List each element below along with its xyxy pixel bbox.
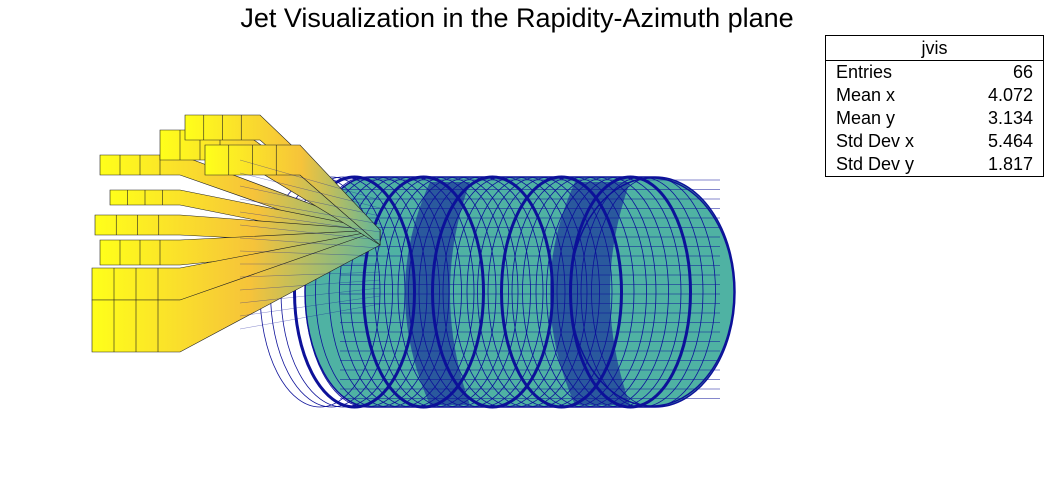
cylinder-ring: [522, 176, 647, 408]
stats-value: 4.072: [987, 85, 1033, 105]
cylinder-ring: [500, 175, 623, 409]
cylinder-ring: [373, 176, 497, 408]
energy-ray: [239, 172, 381, 209]
stats-row: Entries 66: [826, 61, 1043, 84]
stats-row: Std Dev x 5.464: [826, 130, 1043, 153]
stats-label: Mean x: [836, 85, 896, 105]
cylinder-surface: [259, 175, 736, 409]
stats-label: Std Dev x: [836, 131, 915, 151]
cylinder-band: [550, 182, 630, 405]
cylinder-ring: [384, 176, 509, 408]
stats-value: 3.134: [987, 108, 1033, 128]
energy-ray: [239, 198, 381, 225]
energy-ray: [239, 250, 381, 257]
cylinder-ring: [535, 176, 657, 408]
cylinder-ring: [546, 176, 669, 408]
cylinder-ring: [397, 176, 519, 408]
energy-ray: [239, 303, 381, 330]
stats-label: Mean y: [836, 108, 896, 128]
cylinder-ring: [487, 176, 613, 408]
energy-ray: [239, 279, 381, 291]
stats-value: 66: [1012, 62, 1033, 82]
stats-label: Entries: [836, 62, 893, 82]
energy-ray: [239, 159, 381, 201]
cylinder-ring: [511, 176, 635, 408]
energy-ray: [239, 237, 381, 249]
stats-value: 1.817: [987, 154, 1033, 174]
energy-ray: [239, 224, 381, 241]
energy-bars: [91, 114, 381, 353]
energy-ray: [239, 185, 381, 217]
stats-title: jvis: [826, 36, 1043, 61]
cylinder-ring: [362, 175, 485, 409]
energy-ray: [239, 211, 381, 233]
cylinder-band: [405, 182, 470, 405]
stats-value: 5.464: [987, 131, 1033, 151]
energy-bar: [204, 144, 381, 246]
energy-ray: [239, 287, 381, 304]
cylinder-ring: [349, 176, 475, 408]
energy-ray: [239, 295, 381, 317]
stats-box: jvis Entries 66 Mean x 4.072 Mean y 3.134 Std …: [825, 35, 1044, 177]
chart-title: Jet Visualization in the Rapidity-Azimut…: [240, 3, 794, 33]
stats-row: Std Dev y 1.817: [826, 153, 1043, 176]
stats-row: Mean y 3.134: [826, 107, 1043, 130]
cylinder-ring: [339, 176, 462, 408]
stats-label: Std Dev y: [836, 154, 915, 174]
stats-row: Mean x 4.072: [826, 84, 1043, 107]
energy-ray: [239, 271, 381, 278]
